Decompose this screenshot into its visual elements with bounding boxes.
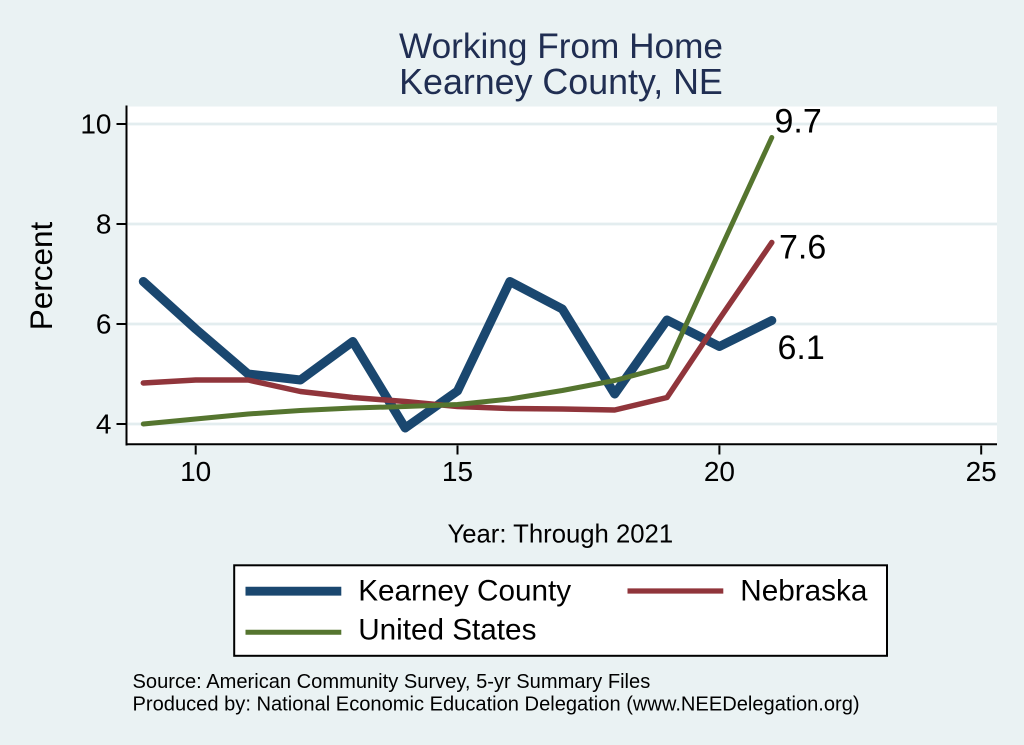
svg-text:4: 4 (96, 409, 112, 440)
svg-text:Year: Through 2021: Year: Through 2021 (447, 521, 673, 549)
svg-text:Percent: Percent (23, 221, 59, 330)
svg-text:Produced by: National Economic: Produced by: National Economic Education… (133, 693, 860, 715)
svg-text:Kearney County: Kearney County (358, 574, 571, 607)
svg-text:7.6: 7.6 (779, 229, 826, 267)
svg-text:Source: American Community Sur: Source: American Community Survey, 5-yr … (133, 671, 651, 693)
svg-text:8: 8 (96, 209, 112, 240)
svg-text:15: 15 (442, 456, 473, 487)
svg-text:Working From Home: Working From Home (399, 27, 723, 66)
svg-text:6.1: 6.1 (778, 329, 825, 367)
svg-text:10: 10 (180, 456, 211, 487)
svg-text:25: 25 (966, 456, 997, 487)
svg-text:9.7: 9.7 (775, 102, 822, 140)
svg-text:6: 6 (96, 309, 112, 340)
svg-text:Nebraska: Nebraska (740, 574, 868, 607)
svg-text:20: 20 (704, 456, 735, 487)
svg-text:10: 10 (80, 109, 111, 140)
svg-text:Kearney County, NE: Kearney County, NE (399, 62, 723, 102)
svg-text:United States: United States (358, 613, 536, 646)
